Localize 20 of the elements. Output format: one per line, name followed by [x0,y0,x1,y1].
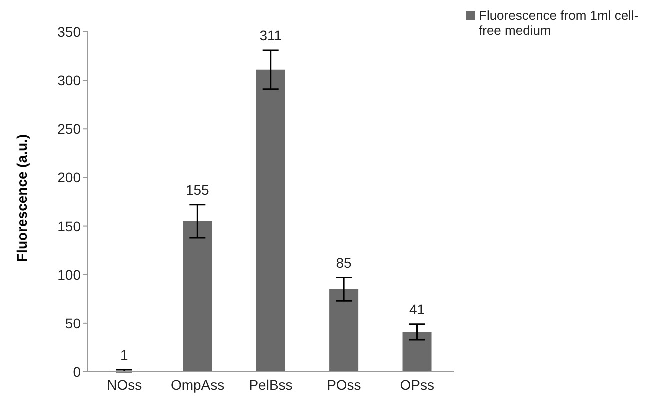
x-tick-label: NOss [107,376,142,393]
y-tick-label: 150 [58,218,82,234]
x-tick-label: OmpAss [170,376,225,393]
y-tick-label: 350 [58,24,82,40]
x-tick-label: PelBss [249,376,293,393]
x-tick-label: POss [327,376,362,393]
y-tick-label: 100 [58,266,82,283]
y-tick-label: 50 [65,315,82,332]
y-tick-label: 0 [73,364,82,380]
x-tick-label: OPss [400,376,435,393]
data-label: 41 [409,301,426,318]
y-axis-title: Fluorescence (a.u.) [14,134,30,262]
data-label: 155 [186,182,210,198]
data-label: 311 [260,27,282,44]
y-tick-label: 250 [58,121,82,138]
legend-label: Fluorescence from 1ml cell-free medium [479,8,640,38]
y-tick-label: 300 [58,72,82,89]
data-label: 1 [120,347,129,364]
y-tick-label: 200 [58,170,82,186]
data-label: 85 [336,254,352,271]
